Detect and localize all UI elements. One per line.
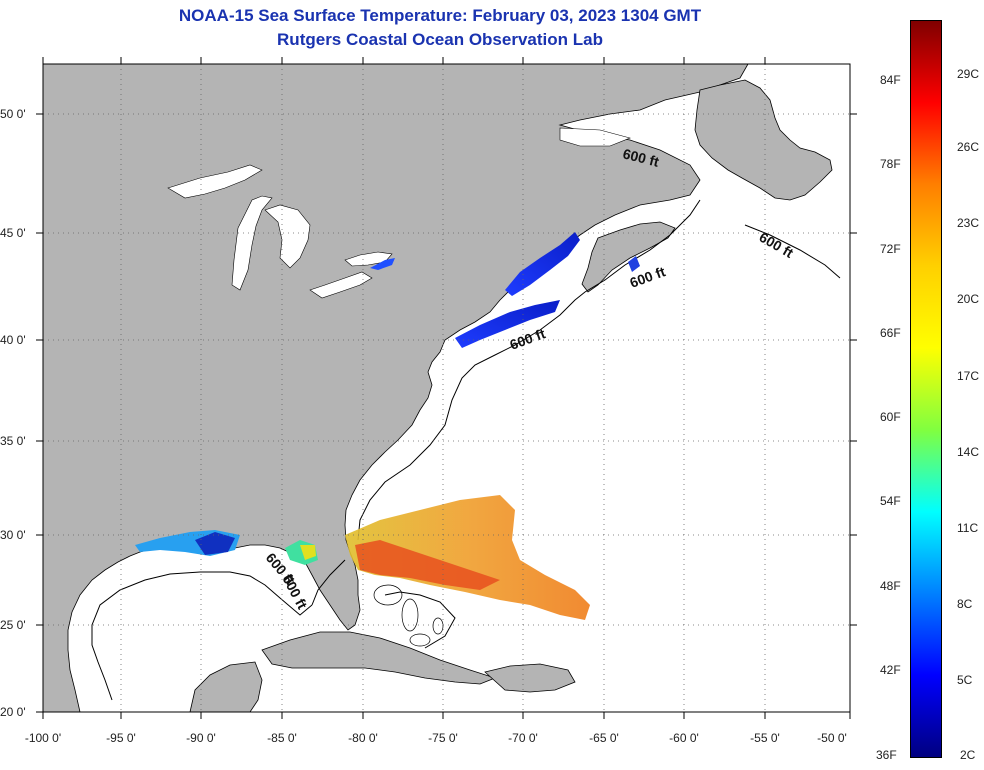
lon-label: -55 0' bbox=[750, 731, 780, 745]
sst-scotian-shelf-cold bbox=[628, 256, 640, 272]
bahamas bbox=[373, 584, 444, 647]
tick-marks bbox=[36, 57, 857, 719]
colorbar-f-label: 36F bbox=[876, 748, 897, 762]
map-title: NOAA-15 Sea Surface Temperature: Februar… bbox=[178, 6, 702, 25]
sst-lake-cold bbox=[370, 258, 395, 270]
lon-label: -70 0' bbox=[508, 731, 538, 745]
lat-label: 25 0' bbox=[0, 618, 26, 632]
colorbar-c-label: 14C bbox=[957, 445, 980, 459]
sst-northeast-cold bbox=[455, 300, 560, 348]
lat-labels: 50 0' 45 0' 40 0' 35 0' 30 0' 25 0' 20 0… bbox=[0, 107, 26, 719]
sst-gulf-coast-blue bbox=[195, 532, 235, 555]
colorbar-c-label: 29C bbox=[957, 67, 980, 81]
colorbar-c-label: 2C bbox=[960, 748, 976, 762]
colorbar-f-label: 42F bbox=[880, 663, 901, 677]
colorbar-f-label: 60F bbox=[880, 410, 901, 424]
lat-label: 20 0' bbox=[0, 705, 26, 719]
sst-gulfstream-red bbox=[355, 540, 500, 590]
lat-label: 35 0' bbox=[0, 434, 26, 448]
lat-label: 30 0' bbox=[0, 528, 26, 542]
colorbar-c-label: 26C bbox=[957, 140, 980, 154]
sst-gulf-of-maine-cold bbox=[505, 232, 580, 296]
map-frame bbox=[42, 63, 851, 713]
colorbar-f-label: 54F bbox=[880, 494, 901, 508]
sst-atlantic-warm bbox=[345, 495, 590, 620]
sst-florida-bigbend-yellow bbox=[300, 545, 316, 560]
lon-label: -75 0' bbox=[428, 731, 458, 745]
colorbar-f-label: 66F bbox=[880, 326, 901, 340]
colorbar-c-label: 20C bbox=[957, 292, 980, 306]
lon-label: -85 0' bbox=[267, 731, 297, 745]
lon-label: -90 0' bbox=[186, 731, 216, 745]
sst-data bbox=[135, 232, 640, 620]
lon-label: -50 0' bbox=[817, 731, 847, 745]
isobath-lines bbox=[91, 199, 841, 701]
great-lakes bbox=[167, 127, 631, 299]
lon-label: -95 0' bbox=[106, 731, 136, 745]
lat-label: 50 0' bbox=[0, 107, 26, 121]
colorbar-c-label: 5C bbox=[957, 673, 973, 687]
lon-label: -100 0' bbox=[25, 731, 61, 745]
map-subtitle: Rutgers Coastal Ocean Observation Lab bbox=[277, 30, 603, 49]
graticule bbox=[43, 64, 850, 712]
colorbar-f-label: 72F bbox=[880, 242, 901, 256]
lon-label: -65 0' bbox=[589, 731, 619, 745]
colorbar-c-label: 8C bbox=[957, 597, 973, 611]
temperature-colorbar bbox=[910, 20, 942, 758]
colorbar-c-label: 23C bbox=[957, 216, 980, 230]
lon-labels: -100 0' -95 0' -90 0' -85 0' -80 0' -75 … bbox=[25, 731, 847, 745]
lat-label: 45 0' bbox=[0, 226, 26, 240]
lon-label: -80 0' bbox=[348, 731, 378, 745]
lon-label: -60 0' bbox=[669, 731, 699, 745]
colorbar-f-label: 84F bbox=[880, 73, 901, 87]
colorbar-c-label: 17C bbox=[957, 369, 980, 383]
colorbar-f-label: 48F bbox=[880, 579, 901, 593]
lat-label: 40 0' bbox=[0, 333, 26, 347]
colorbar-c-label: 11C bbox=[957, 521, 979, 535]
colorbar-f-label: 78F bbox=[880, 157, 901, 171]
